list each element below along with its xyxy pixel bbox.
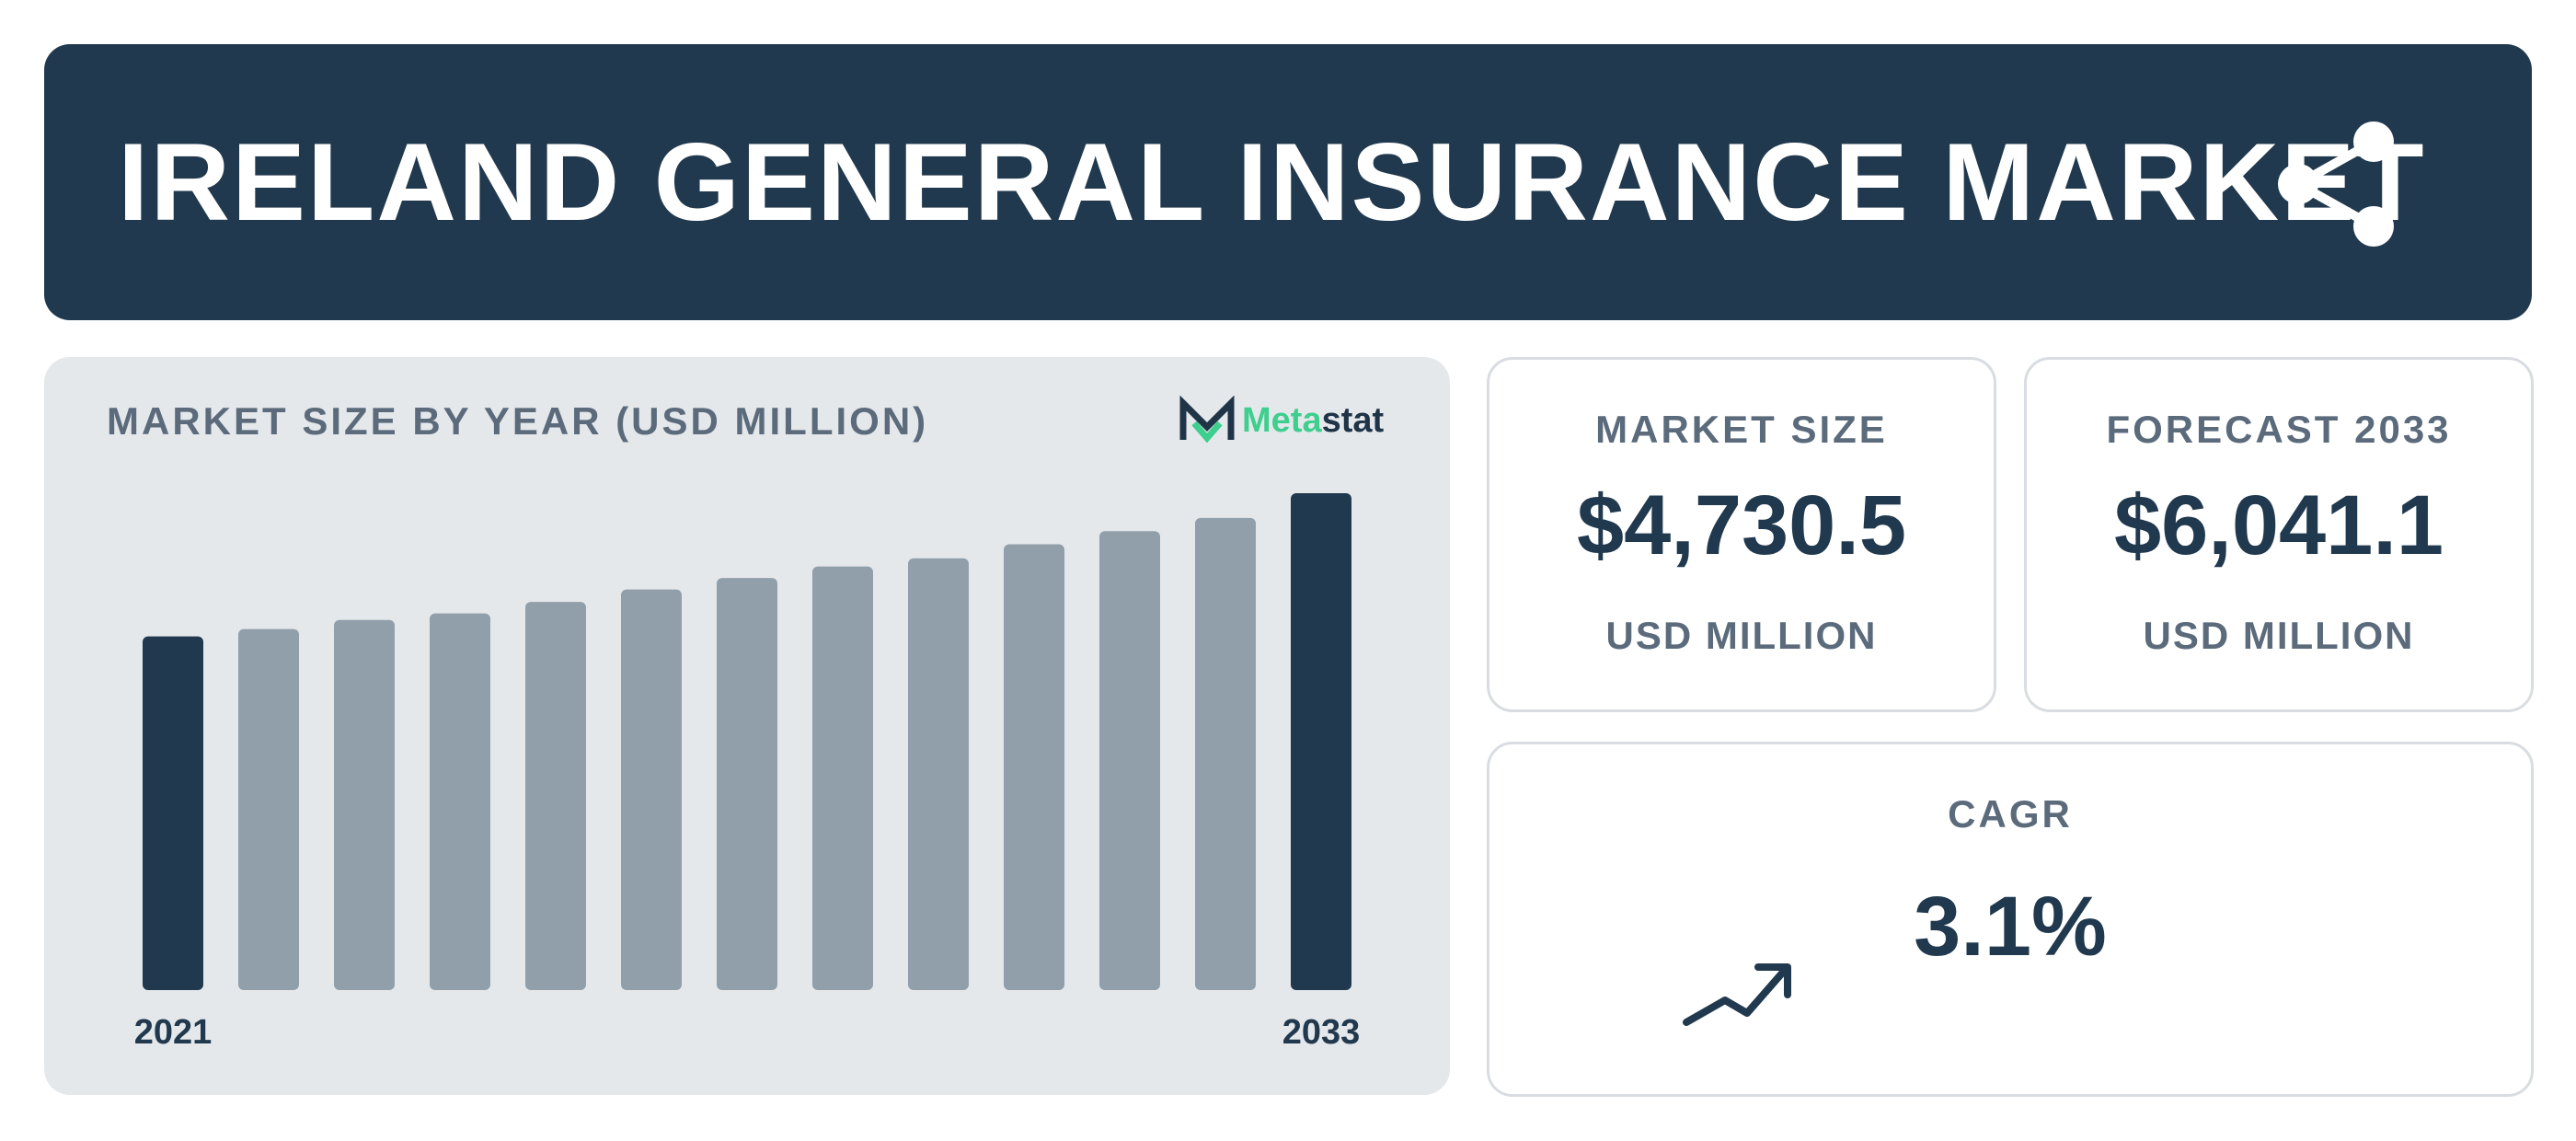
bar-2029 <box>908 558 969 990</box>
forecast-value: $6,041.1 <box>2113 478 2444 572</box>
logo-text: Metastat <box>1242 401 1384 441</box>
cagr-card: CAGR 3.1% <box>1487 742 2534 1097</box>
trend-up-icon <box>1683 963 1791 1026</box>
market-size-label: MARKET SIZE <box>1595 408 1888 451</box>
bar-2022 <box>238 628 299 990</box>
bar-2027 <box>717 578 777 990</box>
bar-2023 <box>334 619 395 990</box>
bar-chart: 2021 2033 <box>134 493 1361 1052</box>
chart-title: MARKET SIZE BY YEAR (USD MILLION) <box>107 399 929 443</box>
bar-2025 <box>525 602 586 990</box>
forecast-card: FORECAST 2033 $6,041.1 USD MILLION <box>2024 357 2534 712</box>
title-banner: IRELAND GENERAL INSURANCE MARKET <box>44 44 2532 320</box>
bar-2032 <box>1195 517 1256 990</box>
cagr-value: 3.1% <box>1914 880 2107 974</box>
logo-text-stat: stat <box>1321 401 1385 440</box>
bar-2028 <box>812 566 873 990</box>
x-tick-label-2021: 2021 <box>134 1013 213 1052</box>
share-icon[interactable] <box>2274 121 2403 247</box>
chart-panel: MARKET SIZE BY YEAR (USD MILLION) Metast… <box>44 357 1450 1095</box>
forecast-label: FORECAST 2033 <box>2106 408 2452 451</box>
x-tick-label-2033: 2033 <box>1282 1013 1361 1052</box>
page-title: IRELAND GENERAL INSURANCE MARKET <box>118 121 2426 244</box>
market-size-value: $4,730.5 <box>1576 478 1907 572</box>
cagr-label: CAGR <box>1948 792 2073 836</box>
metastat-logo: Metastat <box>1178 395 1384 450</box>
market-size-card: MARKET SIZE $4,730.5 USD MILLION <box>1487 357 1996 712</box>
bar-2024 <box>430 613 490 990</box>
logo-text-meta: Meta <box>1242 401 1322 440</box>
bar-2031 <box>1099 531 1160 990</box>
bar-2021 <box>143 636 203 990</box>
market-size-unit: USD MILLION <box>1605 614 1878 657</box>
forecast-unit: USD MILLION <box>2143 614 2415 657</box>
bar-2030 <box>1004 544 1064 990</box>
bar-2033 <box>1291 493 1351 990</box>
bar-2026 <box>621 589 682 990</box>
metastat-logo-icon <box>1179 395 1235 444</box>
